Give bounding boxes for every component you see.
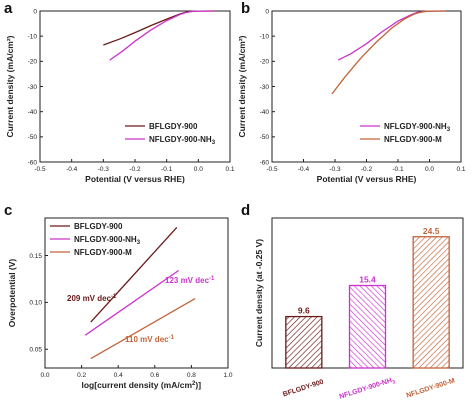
x-tick-label-b: -0.5 (266, 166, 278, 173)
x-tick-label-c: 0.4 (114, 372, 123, 379)
legend-label-a-0: BFLGDY-900 (149, 122, 198, 131)
legend-label-c-0: BFLGDY-900 (74, 222, 123, 231)
x-tick-label-a: -0.4 (66, 166, 78, 173)
x-tick-label-b: -0.3 (329, 166, 341, 173)
bar-1 (348, 284, 387, 369)
y-tick-label-a: -30 (28, 84, 38, 91)
tafel-line-2 (90, 298, 196, 360)
x-tick-label-b: 0.0 (425, 166, 434, 173)
y-axis-label-b: Current density (mA/cm²) (237, 35, 247, 137)
x-tick-label-b: -0.1 (392, 166, 404, 173)
x-tick-label-a: 0.0 (194, 166, 203, 173)
series-line-b-1 (331, 10, 446, 95)
y-tick-label-b: 0 (265, 8, 269, 15)
slope-annotation-0: 209 mV dec-1 (67, 294, 117, 303)
y-tick-label-a: -20 (28, 59, 38, 66)
series-line-a-1 (109, 10, 215, 61)
x-tick-label-a: -0.1 (161, 166, 173, 173)
plot-frame-c (44, 217, 229, 369)
bar-value-label-0: 9.6 (298, 306, 310, 316)
x-tick-label-b: 0.1 (456, 166, 465, 173)
y-tick-label-c: 0.10 (29, 300, 42, 307)
x-tick-label-a: -0.5 (34, 166, 46, 173)
panel-letter-c: c (4, 202, 12, 219)
x-tick-label-c: 0.2 (77, 372, 86, 379)
legend-label-c-2: NFLGDY-900-M (74, 248, 132, 257)
y-tick-label-c: 0.15 (29, 253, 42, 260)
y-tick-label-b: -30 (260, 84, 270, 91)
x-tick-label-a: 0.1 (225, 166, 234, 173)
y-tick-label-b: -60 (260, 159, 270, 166)
y-tick-label-a: -60 (28, 159, 38, 166)
y-tick-label-a: -50 (28, 134, 38, 141)
legend-label-a-1: NFLGDY-900-NH3 (149, 135, 216, 146)
y-tick-label-b: -40 (260, 109, 270, 116)
legend-label-b-0: NFLGDY-900-NH3 (384, 122, 451, 133)
category-label-1: NFLGDY-900-NH3 (339, 376, 397, 402)
tafel-line-1 (84, 269, 179, 336)
x-axis-label-c: log[current density (mA/cm2)] (82, 380, 202, 390)
x-tick-label-a: -0.3 (98, 166, 110, 173)
y-tick-label-a: 0 (33, 8, 37, 15)
legend-label-b-1: NFLGDY-900-M (384, 135, 442, 144)
tafel-line-0 (90, 226, 178, 323)
panel-letter-a: a (4, 0, 13, 17)
y-tick-label-c: 0.05 (29, 347, 42, 354)
y-tick-label-b: -20 (260, 59, 270, 66)
bar-2 (412, 236, 450, 369)
x-tick-label-c: 0.6 (150, 372, 159, 379)
x-axis-label-a: Potential (V versus RHE) (85, 174, 185, 184)
x-tick-label-b: -0.4 (298, 166, 310, 173)
x-axis-label-b: Potential (V versus RHE) (317, 174, 417, 184)
y-axis-label-a: Current density (mA/cm²) (5, 35, 15, 137)
y-tick-label-a: -40 (28, 109, 38, 116)
x-tick-label-b: -0.2 (361, 166, 373, 173)
panel-letter-b: b (241, 0, 250, 17)
x-tick-label-c: 0.8 (187, 372, 196, 379)
series-line-a-0 (103, 10, 215, 46)
x-tick-label-c: 0.0 (40, 372, 49, 379)
bar-value-label-1: 15.4 (359, 275, 376, 285)
y-axis-label-c: Overpotential (V) (7, 259, 17, 328)
y-axis-label-d: Current density (at -0.25 V) (254, 239, 264, 347)
x-tick-label-c: 1.0 (223, 372, 232, 379)
category-label-2: NFLGDY-900-M (406, 377, 456, 399)
y-tick-label-a: -10 (28, 33, 38, 40)
slope-annotation-1: 123 mV dec-1 (165, 276, 215, 285)
panel-letter-d: d (241, 202, 250, 219)
series-line-b-0 (337, 10, 446, 61)
bar-0 (285, 315, 323, 369)
y-tick-label-b: -10 (260, 33, 270, 40)
y-tick-label-b: -50 (260, 134, 270, 141)
bar-value-label-2: 24.5 (423, 226, 440, 236)
x-tick-label-a: -0.2 (129, 166, 141, 173)
category-label-0: BFLGDY-900 (282, 379, 325, 399)
slope-annotation-2: 110 mV dec-1 (125, 335, 175, 344)
legend-label-c-1: NFLGDY-900-NH3 (74, 235, 141, 246)
